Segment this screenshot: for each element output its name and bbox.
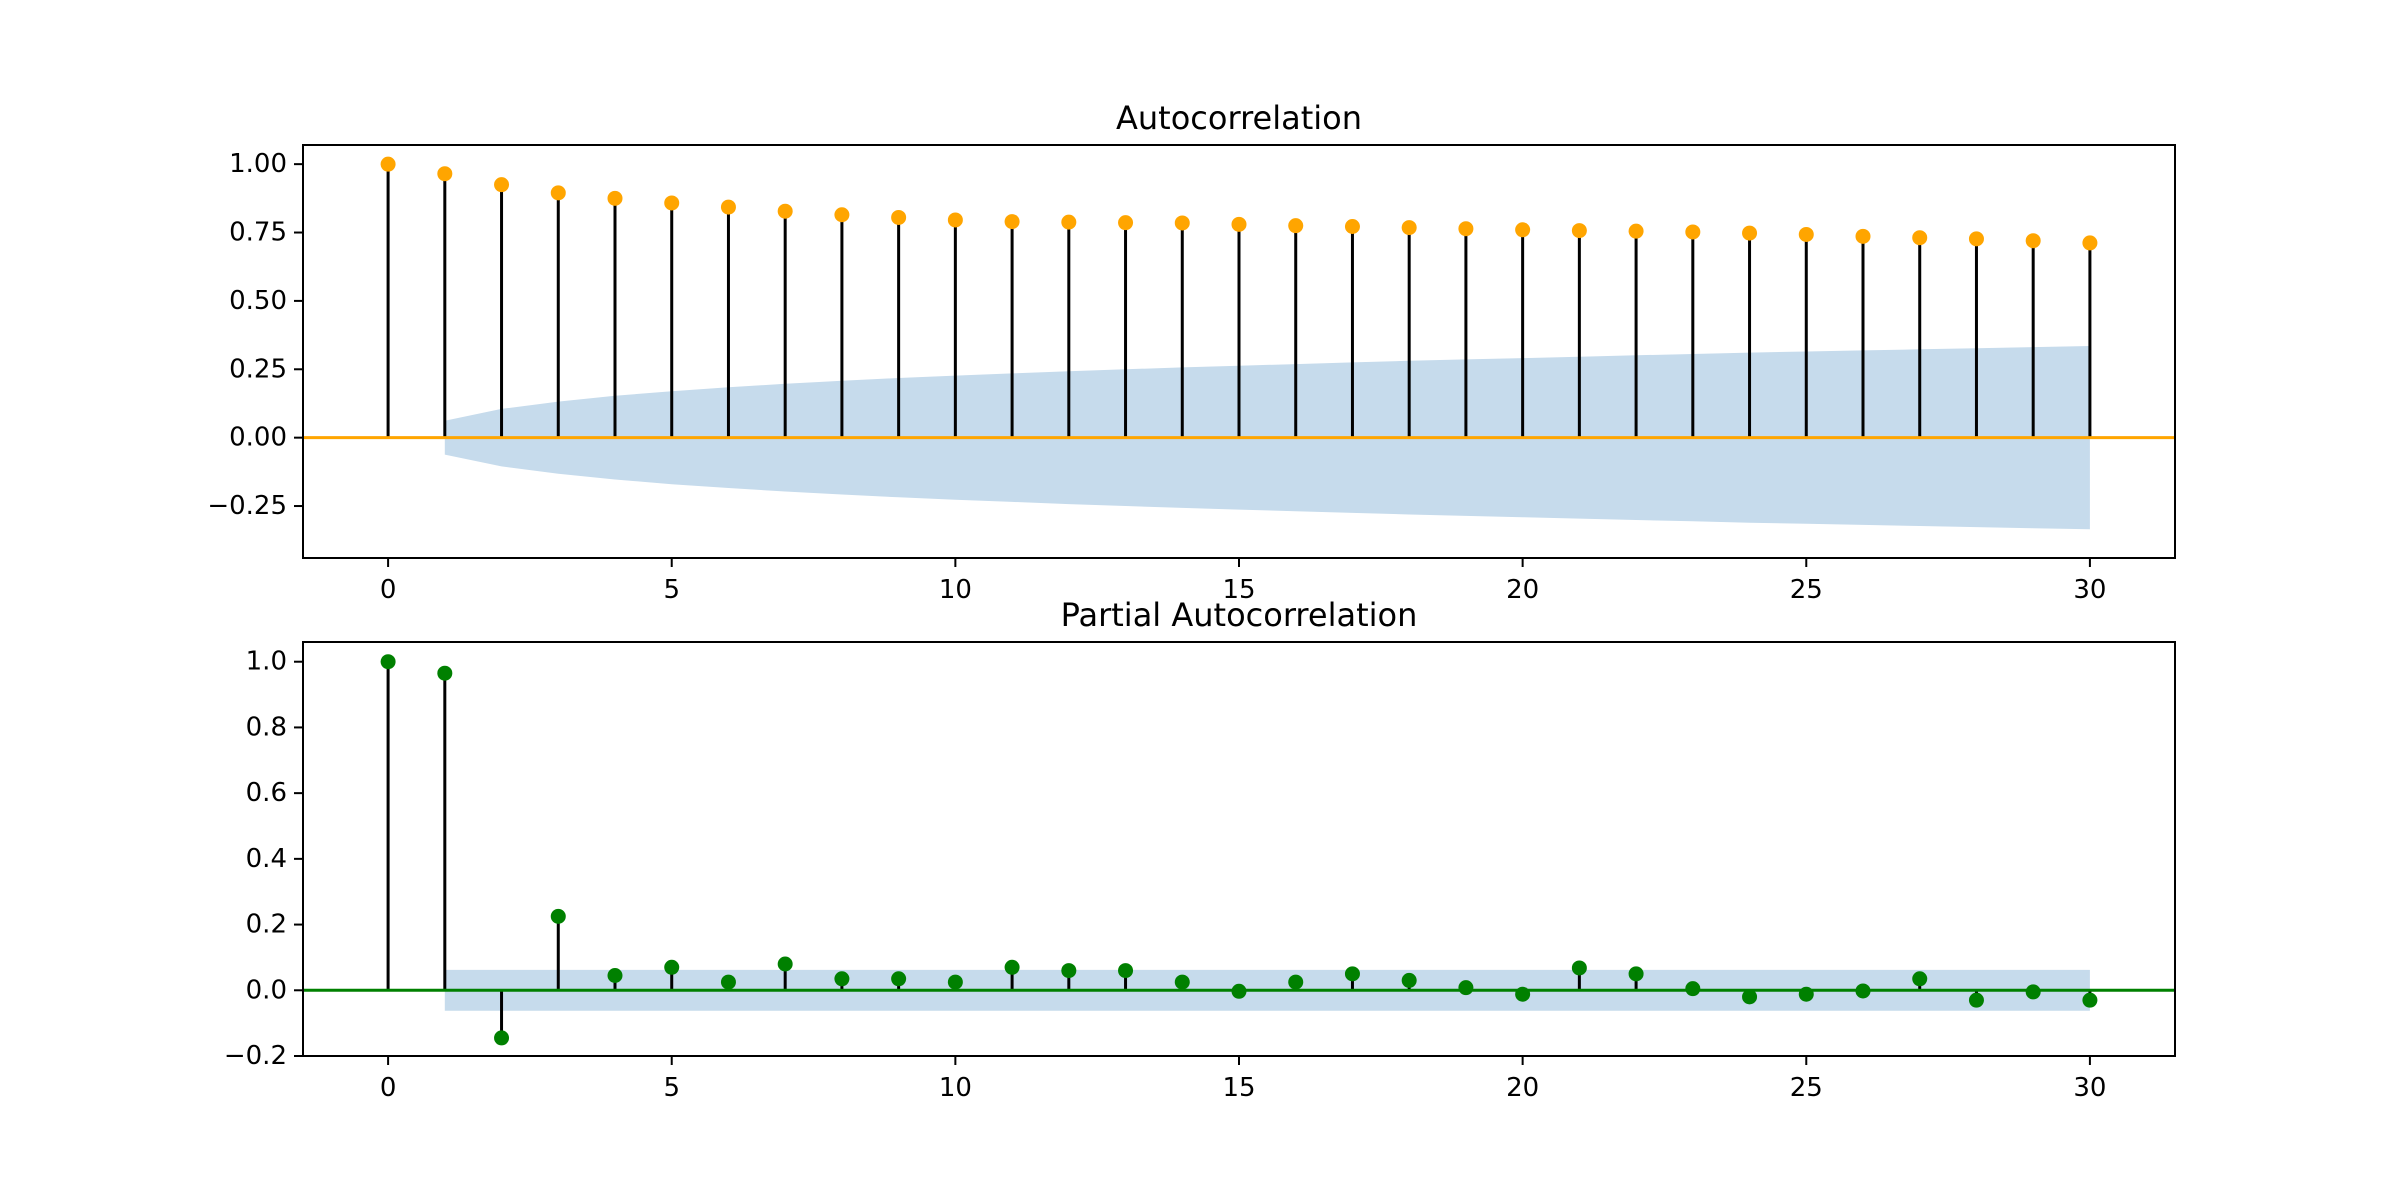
marker-lag-23 bbox=[1685, 981, 1701, 997]
marker-lag-13 bbox=[1118, 963, 1134, 979]
marker-lag-16 bbox=[1288, 218, 1304, 234]
marker-lag-4 bbox=[607, 968, 623, 983]
marker-lag-5 bbox=[664, 195, 680, 211]
marker-lag-18 bbox=[1401, 972, 1417, 988]
y-tick-label: 0.0 bbox=[246, 975, 287, 1005]
marker-lag-27 bbox=[1912, 971, 1928, 987]
y-tick-label: 0.50 bbox=[229, 286, 287, 316]
marker-lag-10 bbox=[947, 974, 963, 990]
marker-lag-1 bbox=[437, 665, 453, 681]
marker-lag-22 bbox=[1628, 223, 1644, 239]
chart-title: Partial Autocorrelation bbox=[1061, 596, 1418, 634]
marker-lag-24 bbox=[1742, 989, 1758, 1005]
marker-lag-1 bbox=[437, 166, 453, 182]
y-tick-label: 0.75 bbox=[229, 218, 287, 248]
marker-lag-15 bbox=[1231, 983, 1247, 999]
x-tick-label: 10 bbox=[939, 1073, 972, 1103]
marker-lag-17 bbox=[1344, 966, 1360, 982]
marker-lag-7 bbox=[777, 956, 793, 972]
marker-lag-21 bbox=[1571, 223, 1587, 239]
marker-lag-2 bbox=[494, 1030, 510, 1046]
marker-lag-6 bbox=[720, 199, 736, 215]
marker-lag-14 bbox=[1174, 215, 1190, 231]
marker-lag-26 bbox=[1855, 983, 1871, 999]
x-tick-label: 20 bbox=[1506, 575, 1539, 605]
chart-title: Autocorrelation bbox=[1116, 99, 1362, 137]
marker-lag-2 bbox=[494, 177, 510, 193]
marker-lag-8 bbox=[834, 971, 850, 987]
x-tick-label: 30 bbox=[2073, 1073, 2106, 1103]
marker-lag-20 bbox=[1515, 986, 1531, 1002]
partial-autocorrelation-panel: 1.0 0.8 0.6 0.4 0.2 0.0 −0.2 0 5 10 15 20 25 30 Partia… bbox=[224, 596, 2176, 1103]
marker-lag-17 bbox=[1344, 219, 1360, 235]
marker-lag-14 bbox=[1174, 974, 1190, 990]
marker-lag-15 bbox=[1231, 216, 1247, 232]
y-tick-label: 0.6 bbox=[246, 778, 287, 808]
marker-lag-16 bbox=[1288, 974, 1304, 990]
marker-lag-30 bbox=[2082, 235, 2098, 251]
x-tick-label: 0 bbox=[380, 575, 397, 605]
marker-lag-24 bbox=[1742, 225, 1758, 241]
y-tick-label: 0.00 bbox=[229, 423, 287, 453]
x-tick-label: 10 bbox=[939, 575, 972, 605]
marker-lag-20 bbox=[1515, 222, 1531, 238]
marker-lag-9 bbox=[891, 209, 907, 225]
marker-lag-10 bbox=[947, 212, 963, 228]
marker-lag-22 bbox=[1628, 966, 1644, 982]
marker-lag-8 bbox=[834, 207, 850, 223]
y-tick-label: 1.00 bbox=[229, 149, 287, 179]
marker-lag-25 bbox=[1798, 226, 1814, 242]
marker-lag-30 bbox=[2082, 992, 2098, 1008]
marker-lag-26 bbox=[1855, 228, 1871, 244]
marker-lag-11 bbox=[1004, 959, 1020, 975]
x-tick-label: 0 bbox=[380, 1073, 397, 1103]
marker-lag-23 bbox=[1685, 224, 1701, 240]
y-tick-label: 0.2 bbox=[246, 910, 287, 940]
x-tick-label: 30 bbox=[2073, 575, 2106, 605]
marker-lag-0 bbox=[380, 654, 396, 670]
marker-lag-21 bbox=[1571, 960, 1587, 976]
marker-lag-0 bbox=[380, 156, 396, 172]
marker-lag-11 bbox=[1004, 214, 1020, 230]
marker-lag-9 bbox=[891, 971, 907, 987]
y-tick-label: −0.25 bbox=[207, 491, 287, 521]
marker-lag-13 bbox=[1118, 215, 1134, 231]
marker-lag-18 bbox=[1401, 220, 1417, 236]
marker-lag-12 bbox=[1061, 963, 1077, 979]
marker-lag-6 bbox=[720, 974, 736, 990]
marker-lag-27 bbox=[1912, 230, 1928, 246]
x-tick-label: 15 bbox=[1222, 575, 1255, 605]
marker-lag-19 bbox=[1458, 980, 1474, 996]
x-tick-label: 25 bbox=[1790, 575, 1823, 605]
x-tick-label: 15 bbox=[1222, 1073, 1255, 1103]
x-tick-label: 20 bbox=[1506, 1073, 1539, 1103]
y-tick-label: 0.25 bbox=[229, 354, 287, 384]
y-tick-label: 0.8 bbox=[246, 712, 287, 742]
marker-lag-28 bbox=[1968, 992, 1984, 1008]
x-tick-label: 5 bbox=[663, 575, 680, 605]
marker-lag-12 bbox=[1061, 214, 1077, 230]
marker-lag-5 bbox=[664, 959, 680, 975]
y-tick-label: 1.0 bbox=[246, 647, 287, 677]
marker-lag-3 bbox=[550, 185, 566, 201]
marker-lag-4 bbox=[607, 190, 623, 206]
marker-lag-3 bbox=[550, 908, 566, 924]
marker-lag-29 bbox=[2025, 984, 2041, 1000]
marker-lag-19 bbox=[1458, 221, 1474, 237]
autocorrelation-panel: 1.00 0.75 0.50 0.25 0.00 −0.25 0 5 10 15 20 25 30 Aut… bbox=[207, 99, 2176, 605]
x-tick-label: 25 bbox=[1790, 1073, 1823, 1103]
marker-lag-7 bbox=[777, 203, 793, 219]
x-tick-label: 5 bbox=[663, 1073, 680, 1103]
marker-lag-29 bbox=[2025, 233, 2041, 249]
y-tick-label: −0.2 bbox=[224, 1041, 287, 1071]
y-tick-label: 0.4 bbox=[246, 844, 287, 874]
marker-lag-28 bbox=[1968, 231, 1984, 247]
marker-lag-25 bbox=[1798, 986, 1814, 1002]
